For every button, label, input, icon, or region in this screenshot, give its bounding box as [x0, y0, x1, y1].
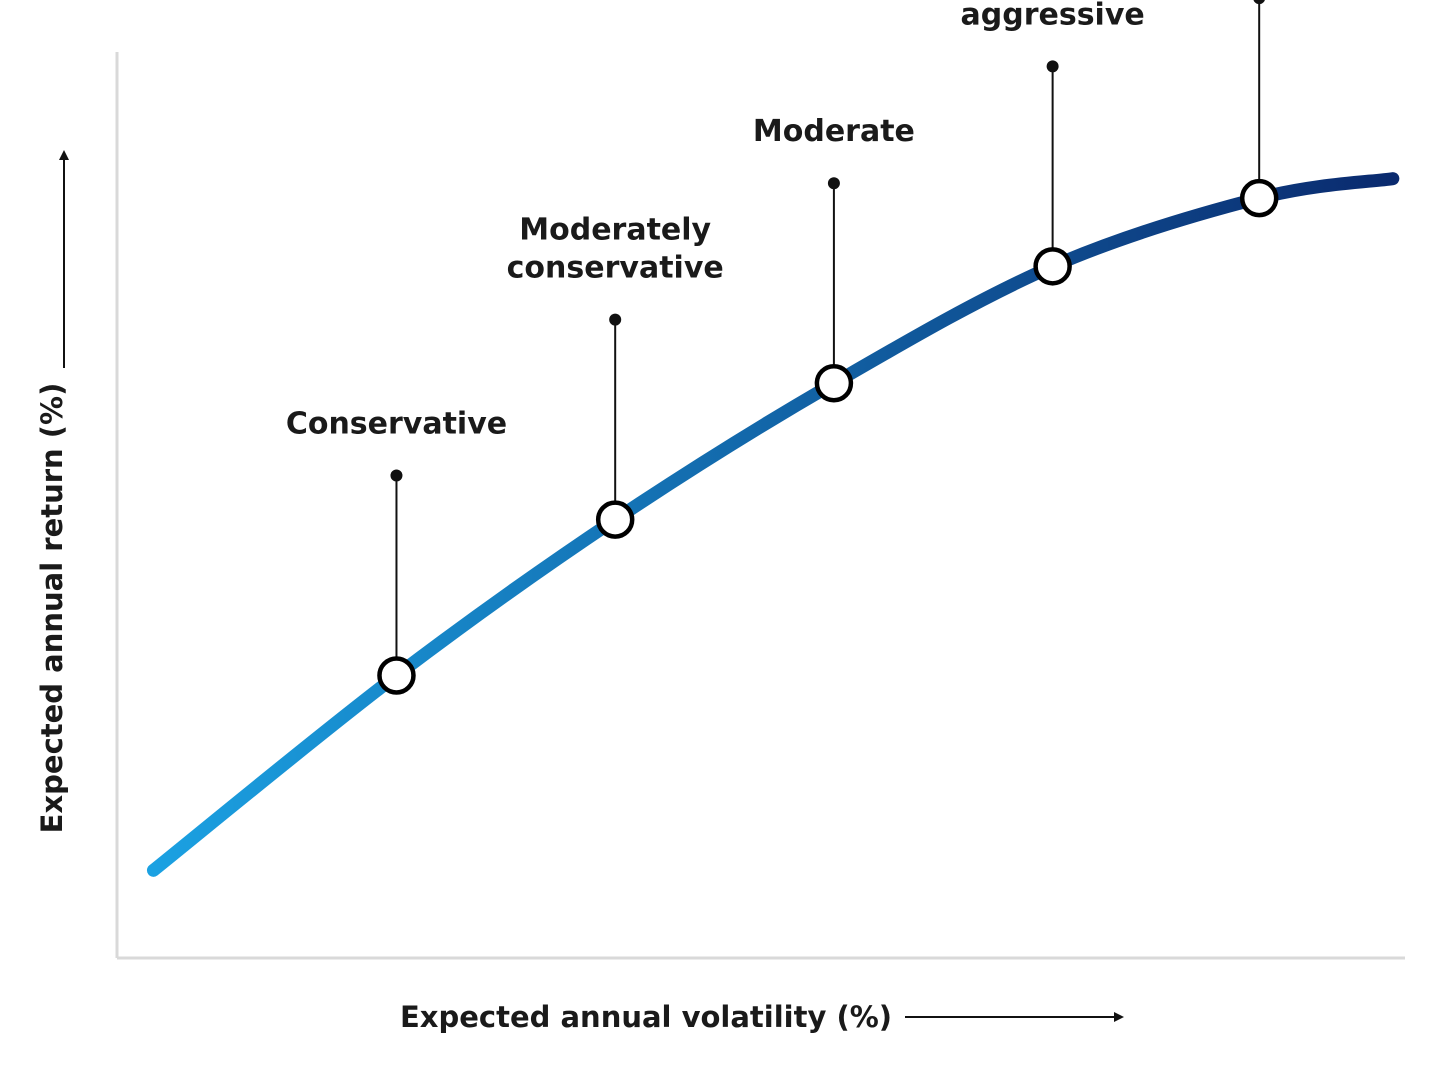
portfolio-point — [595, 500, 635, 539]
y-axis-label: Expected annual return (%) — [35, 383, 69, 834]
portfolio-point — [814, 363, 854, 403]
callout-dot — [1046, 60, 1059, 73]
point-label: Conservative — [286, 406, 507, 441]
point-label: Moderately — [519, 213, 711, 248]
callout-dot — [390, 469, 403, 482]
x-axis-label: Expected annual volatility (%) — [400, 1000, 892, 1034]
efficient-frontier-curve — [146, 172, 1400, 877]
portfolio-point — [1033, 247, 1072, 286]
point-label: conservative — [507, 251, 724, 286]
portfolio-point — [1239, 178, 1279, 218]
point-label: aggressive — [961, 0, 1145, 32]
point-label: Moderate — [753, 114, 915, 149]
callout-dot — [827, 177, 840, 190]
portfolio-point — [377, 656, 416, 695]
callout-dot — [609, 313, 622, 326]
callout-dot — [1253, 0, 1265, 5]
